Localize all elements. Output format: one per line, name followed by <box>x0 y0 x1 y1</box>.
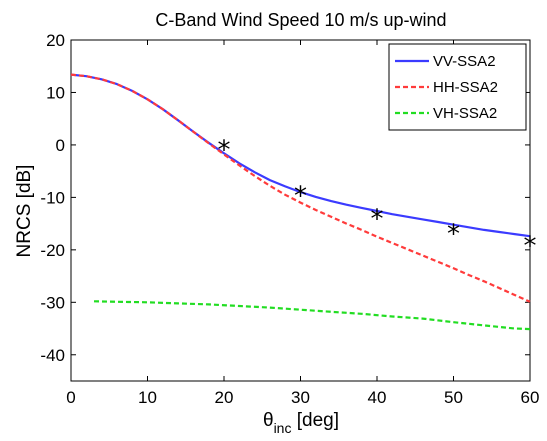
x-tick-label: 50 <box>444 388 463 407</box>
y-tick-label: 20 <box>46 31 65 50</box>
y-tick-label: -10 <box>40 188 65 207</box>
y-tick-label: -30 <box>40 293 65 312</box>
y-tick-label: 10 <box>46 83 65 102</box>
legend-label: VV-SSA2 <box>433 53 496 70</box>
data-marker-star: * <box>524 232 537 262</box>
x-tick-label: 30 <box>291 388 310 407</box>
chart-title: C-Band Wind Speed 10 m/s up-wind <box>155 10 446 30</box>
y-tick-label: -40 <box>40 346 65 365</box>
data-marker-star: * <box>447 219 460 249</box>
series-line-hh-ssa2 <box>70 73 531 303</box>
legend-label: VH-SSA2 <box>433 105 497 122</box>
x-tick-label: 10 <box>138 388 157 407</box>
x-axis-label: θinc [deg] <box>263 410 339 436</box>
data-marker-star: * <box>294 182 307 212</box>
x-tick-label: 20 <box>215 388 234 407</box>
x-axis-label-symbol: θ <box>263 410 274 431</box>
x-axis-label-subscript: inc <box>274 420 292 436</box>
y-axis-label: NRCS [dB] <box>14 165 35 258</box>
plot-area: 0 10 20 30 40 50 60 20 10 0 -10 -20 -30 -40 * * * * * VV-SS… <box>40 31 539 407</box>
series-line-vh-ssa2 <box>93 300 531 331</box>
x-axis-label-unit: [deg] <box>291 410 339 431</box>
x-tick-label: 0 <box>66 388 75 407</box>
y-tick-label: -20 <box>40 241 65 260</box>
legend-label: HH-SSA2 <box>433 79 498 96</box>
y-tick-label: 0 <box>56 136 65 155</box>
x-tick-label: 60 <box>521 388 540 407</box>
x-tick-label: 40 <box>368 388 387 407</box>
data-marker-star: * <box>218 136 231 166</box>
data-marker-star: * <box>371 204 384 234</box>
